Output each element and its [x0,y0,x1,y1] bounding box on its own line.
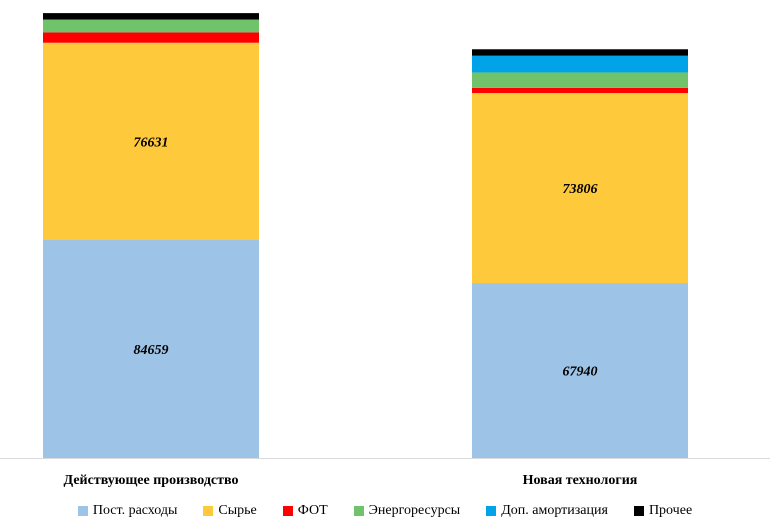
legend-label-0: Пост. расходы [92,503,178,518]
legend-item-2: ФОТ [282,503,328,519]
legend-label-1: Сырье [218,503,257,518]
bar-segment-0-2 [43,32,259,43]
legend-item-4: Доп. амортизация [486,503,608,519]
legend-item-5: Прочее [633,503,693,519]
bar-segment-1-1 [472,93,688,284]
category-labels: Действующее производство Новая технология [64,473,638,488]
bar-segment-1-0 [472,283,688,458]
bar-segment-0-0 [43,240,259,458]
category-label-0: Действующее производство [64,473,239,488]
legend-label-5: Прочее [648,503,693,518]
data-label-1-1: 73806 [563,182,598,197]
legend-swatch-1 [203,506,214,516]
legend-swatch-5 [633,506,644,516]
stacked-bar-chart: 84659 76631 67940 73806 Действующее произво… [0,13,770,488]
legend-swatch-4 [486,506,497,516]
legend-swatch-3 [353,506,364,516]
legend-swatch-0 [77,506,88,516]
legend-item-1: Сырье [203,503,257,519]
bar-segment-1-4 [472,55,688,73]
data-label-0-0: 84659 [134,343,169,358]
bar-segment-1-5 [472,49,688,56]
legend: Пост. расходы Сырье ФОТ Энергоресурсы Доп. а… [0,500,770,522]
data-label-1-0: 67940 [563,365,598,380]
bar-segment-0-3 [43,19,259,33]
bar-segment-1-3 [472,72,688,88]
legend-label-3: Энергоресурсы [368,503,461,518]
bar-segment-0-5 [43,13,259,20]
category-label-1: Новая технология [523,473,638,488]
bars-group: 84659 76631 67940 73806 [43,13,688,458]
bar-segment-0-1 [43,42,259,241]
bar-segment-1-2 [472,87,688,94]
legend-label-2: ФОТ [297,503,328,518]
data-label-0-1: 76631 [134,135,169,150]
legend-swatch-2 [282,506,293,516]
legend-item-0: Пост. расходы [77,503,178,519]
legend-label-4: Доп. амортизация [501,503,608,518]
legend-item-3: Энергоресурсы [353,503,461,519]
